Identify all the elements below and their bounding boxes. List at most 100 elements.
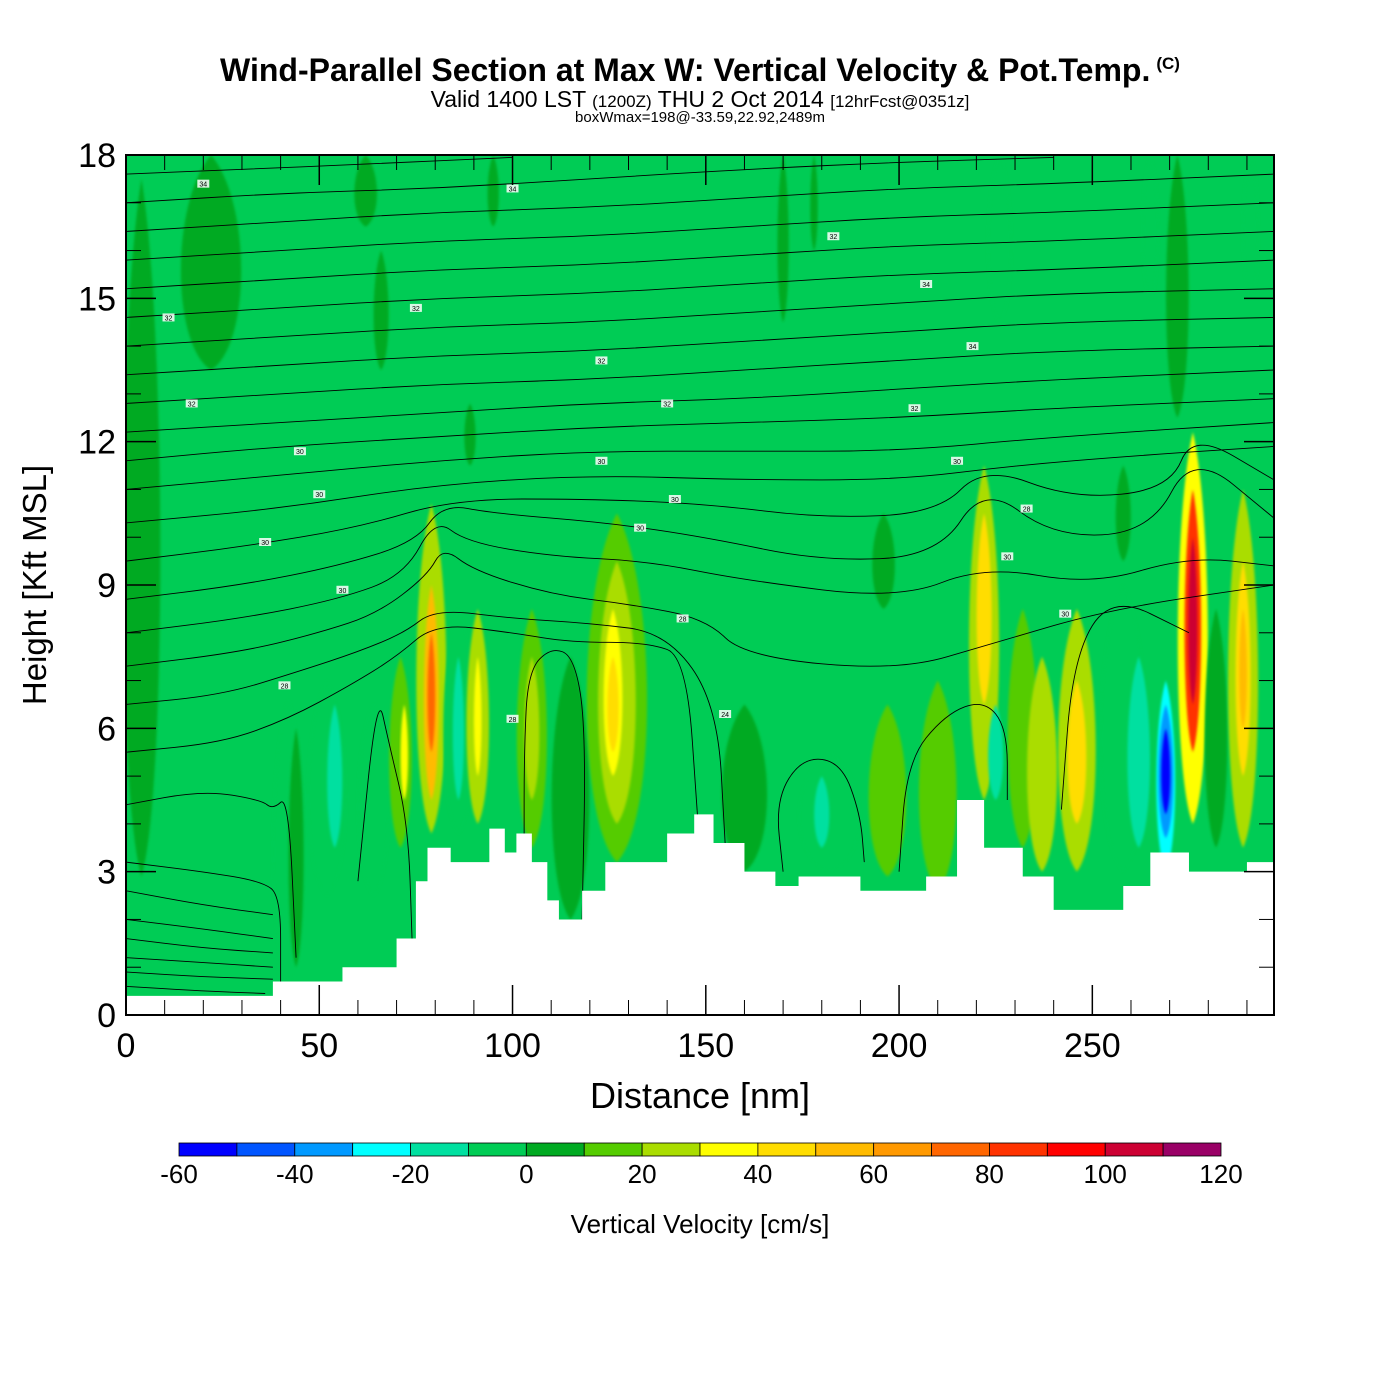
contour-label-bg — [336, 585, 349, 594]
colorbar-swatch-13 — [931, 1142, 990, 1157]
velocity-cell-15 — [473, 656, 482, 777]
velocity-cell-30 — [988, 704, 1004, 800]
theta-contour-25 — [126, 156, 1054, 204]
theta-contour-15 — [126, 422, 1274, 490]
colorbar-swatch-3 — [352, 1142, 411, 1157]
colorbar-tick-label: 40 — [743, 1159, 772, 1189]
colorbar-tick-label: 120 — [1199, 1159, 1242, 1189]
contour-label-19: 30 — [336, 585, 349, 595]
velocity-cell-42 — [1188, 537, 1198, 705]
y-tick-label: 0 — [97, 997, 116, 1035]
velocity-cell-58 — [1115, 465, 1131, 562]
velocity-cell-57 — [872, 513, 895, 609]
contour-label-bg — [661, 399, 674, 408]
velocity-cell-26 — [868, 704, 907, 877]
subtitle-forecast: [12hrFcst@0351z] — [830, 92, 970, 111]
copyright-mark: (C) — [1156, 54, 1180, 73]
subtitle-date: THU 2 Oct 2014 — [657, 86, 824, 112]
colorbar-tick-label: 60 — [859, 1159, 888, 1189]
contour-label-bg — [1020, 504, 1033, 513]
contour-label-text: 30 — [261, 540, 269, 547]
contour-label-23: 28 — [278, 681, 291, 690]
y-tick-label: 18 — [78, 137, 116, 175]
contour-label-13: 30 — [951, 456, 964, 466]
contour-label-2: 32 — [827, 232, 840, 241]
contour-label-bg — [966, 342, 979, 351]
contour-labels: 34 34 32 32 32 34 32 34 32 32 32 30 30 30 30 30 28 30 30 30… — [162, 179, 1072, 724]
contour-label-text: 30 — [953, 459, 961, 466]
y-tick-label: 3 — [97, 854, 116, 892]
theta-contour-13 — [126, 444, 1274, 562]
contour-label-text: 34 — [199, 182, 207, 189]
contour-label-text: 32 — [598, 358, 606, 365]
terrain-fill — [126, 800, 1274, 1015]
velocity-cell-6 — [358, 704, 389, 896]
contour-label-bg — [1059, 609, 1072, 618]
contour-label-3: 32 — [162, 313, 175, 322]
velocity-cell-1 — [180, 155, 242, 370]
theta-contour-20 — [126, 288, 1274, 347]
colorbar: -60 -40 -20 0 20 40 60 80 100 120 — [160, 1142, 1243, 1189]
vertical-velocity-field — [126, 155, 1259, 982]
contour-label-text: 30 — [671, 497, 679, 504]
subtitle-box: boxWmax=198@-33.59,22.92,2489m — [575, 109, 825, 126]
theta-contour-7 — [126, 792, 297, 958]
contour-label-18: 30 — [634, 523, 647, 533]
potential-temperature-contours — [126, 156, 1274, 994]
velocity-cell-43 — [1204, 608, 1228, 848]
theta-contour-12 — [126, 469, 1274, 600]
contour-label-7: 34 — [966, 342, 979, 351]
theta-contour-10 — [126, 552, 1274, 667]
velocity-cell-34 — [1067, 680, 1087, 824]
theta-contour-1 — [126, 971, 273, 980]
colorbar-tick-label: 20 — [628, 1159, 657, 1189]
colorbar-swatch-15 — [1046, 1142, 1106, 1157]
contour-label-bg — [506, 714, 519, 723]
contour-label-bg — [595, 456, 608, 465]
contour-label-4: 32 — [409, 303, 422, 313]
chart-title: Wind-Parallel Section at Max W: Vertical… — [0, 52, 1400, 89]
contour-label-20: 30 — [1001, 552, 1014, 561]
theta-contour-24 — [126, 173, 1274, 232]
contour-label-text: 28 — [509, 717, 517, 724]
colorbar-tick-label: -40 — [276, 1159, 314, 1189]
velocity-cell-39 — [1161, 728, 1171, 815]
contour-label-bg — [506, 184, 519, 193]
colorbar-tick-label: 80 — [975, 1159, 1004, 1189]
contour-label-21: 30 — [1059, 609, 1072, 619]
theta-contour-14 — [126, 445, 1274, 524]
colorbar-swatch-1 — [236, 1142, 296, 1157]
x-tick-label: 0 — [117, 1027, 136, 1065]
contour-label-text: 32 — [165, 315, 173, 322]
contour-label-text: 32 — [829, 234, 837, 241]
colorbar-swatch-7 — [583, 1142, 643, 1157]
terrain-mask — [126, 800, 1274, 1015]
velocity-cell-53 — [1243, 155, 1259, 299]
subtitle-zulu: (1200Z) — [592, 92, 652, 111]
colorbar-swatch-17 — [1162, 1142, 1222, 1157]
contour-label-22: 28 — [676, 614, 689, 623]
colorbar-swatch-5 — [468, 1142, 527, 1157]
theta-contour-6 — [126, 861, 282, 982]
contour-label-1: 34 — [506, 184, 519, 193]
axes: 0 50 100 150 200 250 0 3 6 9 12 15 18 — [78, 137, 1274, 1065]
colorbar-swatch-14 — [989, 1142, 1048, 1157]
contour-label-bg — [162, 313, 175, 322]
velocity-cell-13 — [452, 656, 465, 800]
colorbar-swatch-6 — [525, 1142, 585, 1157]
x-tick-label: 200 — [871, 1027, 928, 1065]
theta-contour-18 — [126, 345, 1274, 404]
contour-label-text: 32 — [188, 401, 196, 408]
colorbar-swatch-2 — [294, 1142, 354, 1157]
colorbar-tick-label: 100 — [1084, 1159, 1127, 1189]
contour-label-bg — [185, 399, 198, 408]
contour-label-text: 34 — [509, 186, 517, 193]
y-tick-label: 6 — [97, 710, 116, 748]
contour-label-text: 32 — [412, 306, 420, 313]
colorbar-swatch-10 — [757, 1142, 817, 1157]
colorbar-swatch-12 — [873, 1142, 932, 1157]
contour-label-bg — [595, 356, 608, 365]
contour-label-text: 30 — [1003, 554, 1011, 561]
colorbar-label: Vertical Velocity [cm/s] — [571, 1209, 830, 1239]
contour-label-bg — [259, 538, 272, 546]
